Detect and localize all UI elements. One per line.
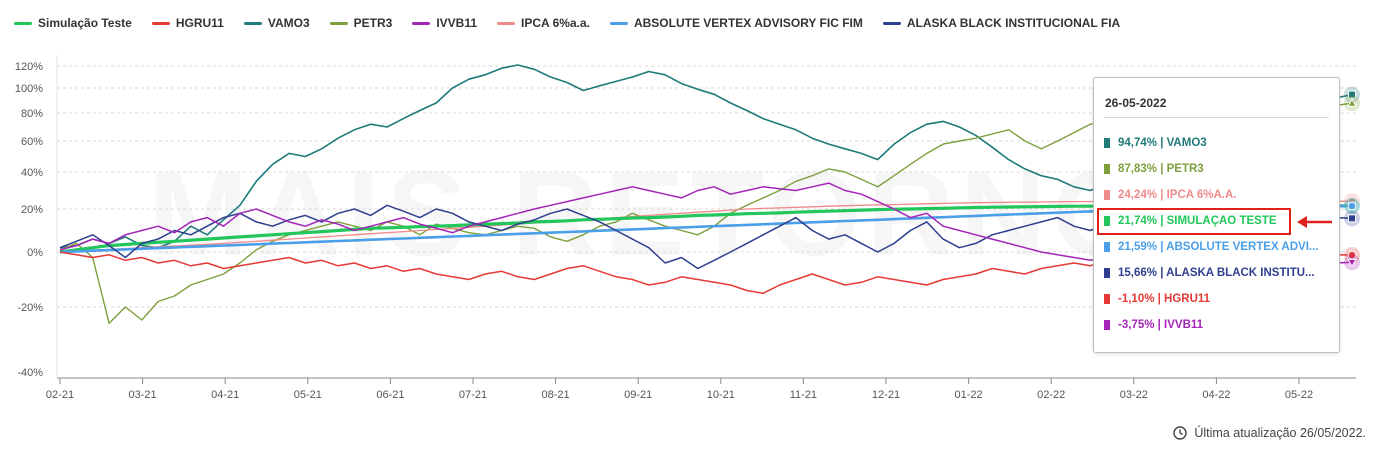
x-tick-label: 03-21: [129, 389, 157, 401]
tooltip-row: 21,74% | SIMULAÇÃO TESTE: [1104, 212, 1277, 230]
highlight-box: [1097, 208, 1291, 235]
y-tick-label: 100%: [15, 83, 43, 95]
legend-item[interactable]: IVVB11: [412, 16, 477, 30]
series-end-marker[interactable]: [1347, 201, 1357, 211]
tooltip-row: -1,10% | HGRU11: [1104, 290, 1210, 308]
tooltip-row-text: -3,75% | IVVB11: [1118, 319, 1204, 331]
x-tick-label: 02-22: [1037, 389, 1065, 401]
tooltip-color-marker: [1104, 242, 1110, 252]
y-tick-label: -20%: [17, 302, 43, 314]
x-tick-label: 08-21: [542, 389, 570, 401]
series-end-marker[interactable]: [1347, 98, 1357, 107]
legend-item[interactable]: HGRU11: [151, 16, 224, 30]
y-tick-label: 20%: [21, 204, 43, 216]
clock-icon: [1173, 426, 1188, 440]
tooltip-row: 15,66% | ALASKA BLACK INSTITU...: [1104, 264, 1315, 282]
tooltip-color-marker: [1104, 216, 1110, 226]
tooltip-divider: [1104, 117, 1329, 118]
last-update: Última atualização 26/05/2022.: [1173, 426, 1366, 440]
x-tick-label: 07-21: [459, 389, 487, 401]
series-end-marker[interactable]: [1348, 214, 1356, 223]
chart-tooltip: 26-05-2022 94,74% | VAMO3 87,83% | PETR3 2…: [1093, 77, 1340, 353]
legend-item[interactable]: IPCA 6%a.a.: [497, 16, 590, 30]
tooltip-row-text: 21,59% | ABSOLUTE VERTEX ADVI...: [1118, 241, 1319, 253]
y-tick-label: 80%: [21, 108, 43, 120]
legend-swatch: [14, 21, 32, 25]
legend-label: IVVB11: [436, 16, 478, 30]
tooltip-row-text: 15,66% | ALASKA BLACK INSTITU...: [1118, 267, 1315, 279]
series-end-marker[interactable]: [1347, 258, 1357, 268]
tooltip-row-text: -1,10% | HGRU11: [1118, 293, 1211, 305]
legend-label: Simulação Teste: [38, 16, 132, 30]
x-tick-label: 09-21: [624, 389, 652, 401]
y-tick-label: -40%: [17, 367, 43, 379]
x-tick-label: 06-21: [376, 389, 404, 401]
tooltip-date: 26-05-2022: [1105, 96, 1167, 110]
y-tick-label: 0%: [27, 247, 43, 259]
legend-label: ALASKA BLACK INSTITUCIONAL FIA: [906, 16, 1121, 30]
legend-item[interactable]: Simulação Teste: [14, 16, 132, 30]
x-tick-label: 10-21: [707, 389, 735, 401]
legend-item[interactable]: ABSOLUTE VERTEX ADVISORY FIC FIM: [609, 16, 863, 30]
x-tick-label: 04-22: [1202, 389, 1230, 401]
tooltip-color-marker: [1104, 164, 1110, 174]
x-tick-label: 11-21: [790, 389, 817, 401]
tooltip-row: 94,74% | VAMO3: [1104, 134, 1207, 152]
x-tick-label: 04-21: [211, 389, 239, 401]
series-end-marker[interactable]: [1348, 90, 1356, 99]
x-tick-label: 01-22: [955, 389, 983, 401]
tooltip-color-marker: [1104, 138, 1110, 148]
legend-swatch: [151, 21, 170, 25]
tooltip-color-marker: [1104, 268, 1110, 278]
tooltip-color-marker: [1104, 294, 1110, 304]
x-tick-label: 03-22: [1120, 389, 1148, 401]
legend-swatch: [882, 21, 901, 25]
arrow-left-icon: [1297, 216, 1332, 228]
legend-item[interactable]: PETR3: [329, 16, 393, 30]
y-tick-label: 120%: [15, 61, 43, 73]
tooltip-row-text: 87,83% | PETR3: [1118, 163, 1204, 175]
legend-label: HGRU11: [175, 16, 224, 30]
legend-swatch: [243, 21, 262, 25]
tooltip-color-marker: [1104, 190, 1110, 200]
legend-label: IPCA 6%a.a.: [521, 16, 590, 30]
x-tick-label: 05-21: [294, 389, 322, 401]
tooltip-row-text: 24,24% | IPCA 6%A.A.: [1118, 189, 1237, 201]
legend-swatch: [412, 21, 431, 25]
tooltip-row: 24,24% | IPCA 6%A.A.: [1104, 186, 1236, 204]
legend-swatch: [609, 21, 628, 25]
tooltip-row-text: 94,74% | VAMO3: [1118, 137, 1207, 149]
chart-legend: Simulação Teste HGRU11 VAMO3 PETR3 IVVB11 IPC…: [14, 12, 1140, 34]
tooltip-row: 87,83% | PETR3: [1104, 160, 1204, 178]
legend-label: PETR3: [353, 16, 393, 30]
y-tick-label: 60%: [21, 136, 43, 148]
tooltip-row: 21,59% | ABSOLUTE VERTEX ADVI...: [1104, 238, 1318, 256]
x-tick-label: 02-21: [46, 389, 74, 401]
x-tick-label: 05-22: [1285, 389, 1313, 401]
tooltip-row: -3,75% | IVVB11: [1104, 316, 1203, 334]
last-update-text: Última atualização 26/05/2022.: [1194, 426, 1366, 440]
legend-swatch: [497, 21, 516, 25]
legend-swatch: [329, 21, 348, 25]
legend-label: ABSOLUTE VERTEX ADVISORY FIC FIM: [633, 16, 863, 30]
x-tick-label: 12-21: [872, 389, 900, 401]
legend-item[interactable]: ALASKA BLACK INSTITUCIONAL FIA: [882, 16, 1121, 30]
tooltip-color-marker: [1104, 320, 1110, 330]
y-tick-label: 40%: [21, 167, 43, 179]
legend-item[interactable]: VAMO3: [243, 16, 310, 30]
legend-label: VAMO3: [267, 16, 310, 30]
